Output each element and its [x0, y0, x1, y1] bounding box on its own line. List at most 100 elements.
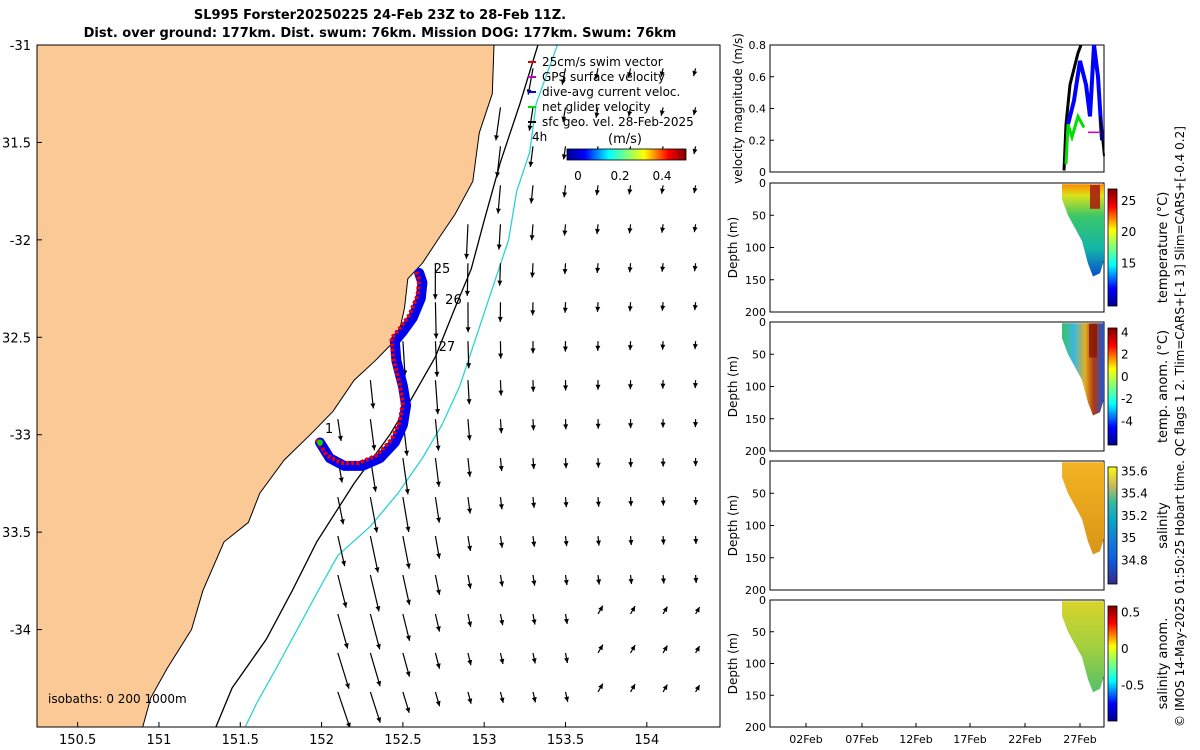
x-tick-label: 02Feb	[789, 733, 822, 746]
isobath-1000-line	[244, 45, 559, 727]
velocity-arrowhead	[467, 659, 473, 666]
velocity-arrowhead	[433, 333, 439, 339]
velocity-arrowhead	[529, 198, 535, 204]
velocity-arrowhead	[598, 644, 603, 651]
y-tick-label: 100	[745, 242, 766, 255]
section-anomaly-core	[1089, 323, 1097, 358]
velocity-arrow	[402, 535, 410, 569]
velocity-arrowhead	[693, 500, 699, 506]
velocity-arrowhead	[562, 230, 568, 236]
y-tick-label: 100	[745, 658, 766, 671]
velocity-arrowhead	[530, 463, 536, 470]
colorbar-tick-label: 0	[1121, 642, 1129, 656]
velocity-arrowhead	[563, 618, 569, 625]
y-tick-label: 100	[745, 381, 766, 394]
velocity-arrowhead	[405, 526, 411, 532]
velocity-arrow	[369, 496, 378, 533]
colorbar-tick-label: 20	[1121, 225, 1136, 239]
velocity-arrowhead	[595, 540, 601, 546]
velocity-arrowhead	[337, 435, 343, 442]
velocity-arrowhead	[498, 465, 504, 472]
velocity-arrowhead	[628, 423, 634, 429]
velocity-arrowhead	[595, 501, 601, 507]
velocity-arrowhead	[467, 545, 473, 552]
y-tick-label: 0.2	[749, 134, 767, 147]
velocity-arrowhead	[692, 70, 698, 77]
velocity-arrowhead	[627, 188, 633, 195]
section-warm-core	[1090, 184, 1100, 209]
velocity-arrowhead	[694, 646, 700, 652]
velocity-trace-black	[1062, 44, 1083, 171]
y-tick-label: 150	[745, 413, 766, 426]
colorbar-tick-label: -2	[1121, 392, 1133, 406]
velocity-arrow	[369, 691, 381, 723]
velocity-arrowhead	[376, 717, 382, 723]
y-tick-label: 150	[745, 274, 766, 287]
velocity-arrowhead	[466, 363, 472, 369]
velocity-arrowhead	[405, 563, 411, 569]
land-polygon	[37, 45, 495, 727]
x-tick-label: 153.5	[547, 733, 584, 748]
velocity-arrowhead	[627, 345, 633, 351]
velocity-arrowhead	[595, 306, 601, 312]
colorbar-tick-label: 35.6	[1121, 464, 1148, 478]
velocity-arrowhead	[497, 280, 503, 286]
colorbar-tick-label: -4	[1121, 414, 1133, 428]
velocity-arrowhead	[660, 227, 666, 233]
velocity-arrowhead	[498, 428, 504, 434]
velocity-arrowhead	[374, 567, 380, 573]
velocity-arrowhead	[598, 683, 603, 690]
velocity-arrowhead	[598, 605, 603, 612]
velocity-arrowhead	[693, 538, 699, 545]
velocity-arrowhead	[659, 71, 665, 77]
velocity-arrowhead	[467, 583, 473, 589]
velocity-arrowhead	[373, 527, 379, 533]
glider-track-red	[315, 269, 422, 465]
legend-entry: dive-avg current veloc.	[542, 85, 680, 99]
velocity-arrow	[337, 691, 351, 727]
velocity-arrowhead	[499, 697, 505, 703]
velocity-arrowhead	[660, 461, 666, 467]
velocity-arrowhead	[662, 606, 668, 613]
velocity-arrowhead	[404, 450, 410, 456]
velocity-arrowhead	[660, 500, 666, 506]
velocity-arrowhead	[435, 663, 441, 669]
velocity-arrowhead	[436, 553, 442, 559]
velocity-arrowhead	[692, 304, 698, 311]
subplot-ylabel: velocity magnitude (m/s)	[731, 33, 745, 184]
colorbar-tick-label: 25	[1121, 194, 1136, 208]
velocity-arrowhead	[692, 148, 698, 155]
velocity-arrowhead	[595, 228, 600, 235]
velocity-arrowhead	[466, 399, 472, 405]
velocity-arrowhead	[561, 154, 567, 160]
velocity-arrow	[337, 574, 347, 608]
velocity-arrowhead	[343, 643, 349, 649]
subplot-frame	[769, 182, 1105, 313]
velocity-arrowhead	[530, 348, 536, 354]
velocity-arrowhead	[495, 208, 501, 214]
legend-entry: net glider velocity	[542, 100, 650, 114]
velocity-arrowhead	[693, 577, 699, 583]
velocity-arrowhead	[693, 461, 699, 467]
x-tick-label: 22Feb	[1008, 733, 1041, 746]
y-tick-label: -32	[10, 234, 31, 249]
velocity-arrowhead	[595, 462, 601, 468]
velocity-arrowhead	[627, 72, 633, 78]
velocity-arrowhead	[371, 445, 377, 451]
velocity-arrow	[369, 652, 381, 687]
velocity-arrowhead	[563, 424, 569, 430]
colorbar-tick-label: 4	[1121, 325, 1129, 339]
colorbar-tick-label: 0.2	[610, 169, 629, 183]
velocity-arrowhead	[498, 542, 504, 548]
velocity-arrowhead	[562, 268, 568, 275]
section-data	[1062, 462, 1104, 555]
text-layer: 150.5 151 151.5 152 152.5 153 153.5 154-3131.5-…	[2, 33, 1171, 748]
velocity-arrowhead	[594, 73, 600, 80]
velocity-arrowhead	[405, 707, 411, 713]
velocity-arrowhead	[495, 172, 501, 178]
velocity-arrowhead	[628, 578, 634, 585]
velocity-arrowhead	[436, 517, 442, 523]
subplot-ylabel: Depth (m)	[726, 217, 740, 278]
velocity-arrow	[495, 107, 502, 141]
velocity-arrowhead	[530, 310, 536, 316]
